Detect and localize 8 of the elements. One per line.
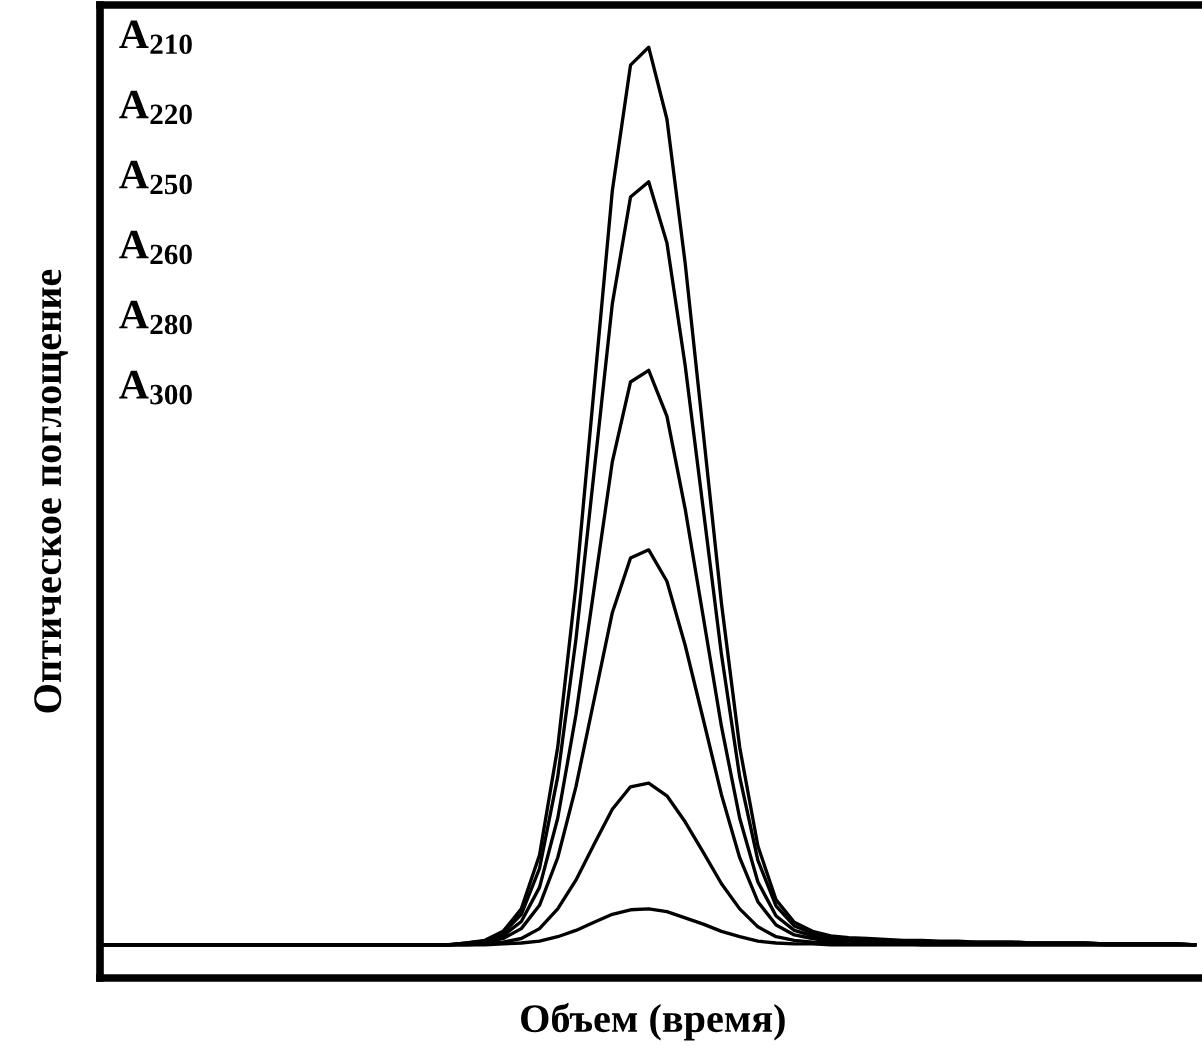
annotation: A$_{210}$ [119, 20, 192, 55]
x-axis-title: Объем (время) [521, 1003, 785, 1041]
annotation: A$_{280}$ [119, 300, 192, 335]
y-axis-title: Оптическое поглощение [34, 269, 68, 713]
annotation: A$_{250}$ [119, 160, 192, 195]
annotation: A$_{300}$ [119, 370, 192, 405]
annotation: A$_{220}$ [119, 90, 192, 125]
annotation: A$_{260}$ [119, 230, 192, 265]
